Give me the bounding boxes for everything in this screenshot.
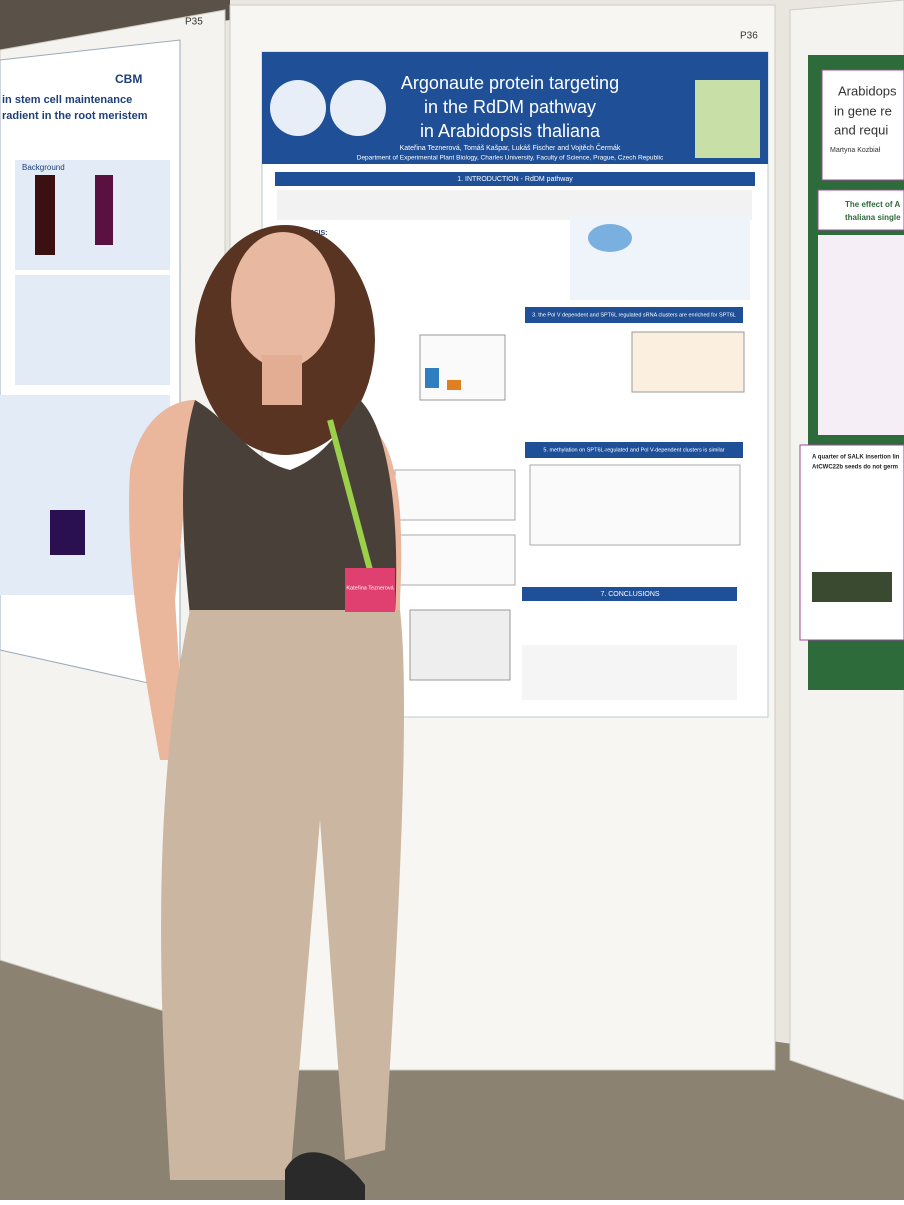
section-bar [522,587,737,601]
poster-author: Martyna Kozbiał [830,147,881,154]
figure [631,331,745,393]
result-title: AtCWC22b seeds do not germ [812,465,898,471]
section-heading: 7. CONCLUSIONS [600,591,659,598]
logo [330,80,386,136]
box-title: thaliana single [845,213,901,222]
logo: CBM [115,72,142,86]
poster-affiliation: Department of Experimental Plant Biology… [357,155,664,162]
poster-title: in gene re [834,103,892,118]
table [409,609,511,681]
figure [529,464,741,546]
poster-title: radient in the root meristem [2,110,148,122]
poster-title: Arabidops [838,83,897,98]
arm [129,400,195,760]
panel [799,444,904,641]
shelf [0,0,230,50]
figure [35,175,55,255]
figure [419,334,506,401]
section-heading: 1. INTRODUCTION - RdDM pathway [457,176,573,183]
figure [394,534,516,586]
section-heading: 5. methylation on SPT6L-regulated and Po… [543,447,724,453]
figure [812,572,892,602]
figure [447,380,461,390]
poster-title: in Arabidopsis thaliana [420,121,601,141]
top [183,400,397,615]
panel [817,189,904,231]
board-label: P35 [185,17,203,28]
trousers [161,610,405,1180]
section-heading: Background [22,163,65,172]
figure [394,469,516,521]
diagram-shape [588,224,632,252]
section-heading: 3. the Pol V dependent and SPT6L regulat… [532,312,736,318]
panel [15,275,170,385]
references [522,645,737,700]
figure [95,175,113,245]
badge-name: Kateřina Teznerová [346,585,394,591]
face [231,232,335,368]
poster-title: and requi [834,122,888,137]
badge [345,568,395,612]
section-bar [275,172,755,186]
poster-title: in the RdDM pathway [424,97,596,117]
figure [425,368,439,388]
lanyard [327,419,373,571]
poster-authors: Kateřina Teznerová, Tomáš Kašpar, Lukáš … [400,143,621,152]
box-title: The effect of A [845,200,900,209]
panel [821,69,904,181]
section-bar [525,307,743,323]
section-bar [525,442,743,458]
result-title: A quarter of SALK insertion lin [812,455,900,461]
figure [50,510,85,555]
board-label: P36 [740,31,758,42]
poster-title: in stem cell maintenance [2,94,132,106]
logo [270,80,326,136]
neck [262,355,302,405]
sandal [285,1152,365,1200]
panel [818,235,904,435]
portrait [695,80,760,158]
poster-title: Argonaute protein targeting [401,73,619,93]
